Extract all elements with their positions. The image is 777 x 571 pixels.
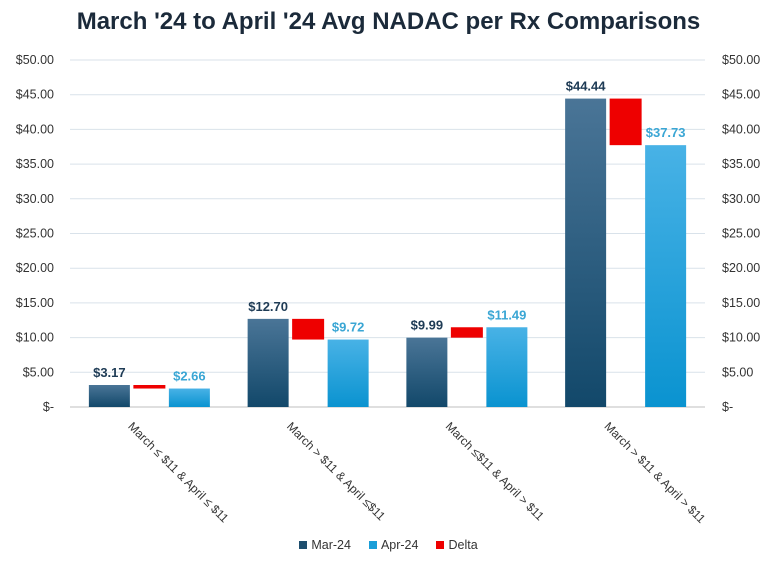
y-tick-label-right: $15.00 — [722, 296, 760, 310]
legend-label: Delta — [448, 538, 478, 552]
y-tick-label-left: $5.00 — [23, 365, 54, 379]
y-tick-label-left: $10.00 — [16, 331, 54, 345]
bar-apr-24 — [486, 327, 528, 407]
y-tick-label-right: $- — [722, 400, 733, 414]
bar-apr-24 — [327, 339, 369, 407]
y-tick-label-left: $50.00 — [16, 53, 54, 67]
x-tick-label: March ≤$11 & April > $11 — [443, 419, 547, 523]
bar-delta — [133, 385, 166, 389]
data-label-mar-24: $3.17 — [93, 365, 126, 380]
bar-delta — [609, 98, 642, 146]
y-tick-label-right: $10.00 — [722, 331, 760, 345]
legend-swatch — [299, 541, 308, 549]
y-tick-label-right: $30.00 — [722, 192, 760, 206]
x-tick-label: March > $11 & April > $11 — [602, 419, 709, 526]
data-label-mar-24: $12.70 — [248, 299, 288, 314]
chart-title: March '24 to April '24 Avg NADAC per Rx … — [76, 8, 701, 35]
legend-label: Mar-24 — [311, 538, 351, 552]
y-tick-label-right: $25.00 — [722, 227, 760, 241]
y-tick-label-right: $40.00 — [722, 122, 760, 136]
y-tick-label-left: $- — [43, 400, 54, 414]
legend-item-apr-24: Apr-24 — [368, 538, 419, 552]
data-label-mar-24: $44.44 — [566, 79, 607, 94]
data-label-mar-24: $9.99 — [411, 318, 444, 333]
data-label-apr-24: $11.49 — [487, 307, 526, 322]
data-label-apr-24: $2.66 — [173, 369, 206, 384]
bar-mar-24 — [88, 385, 130, 407]
bar-delta — [450, 327, 483, 338]
data-label-apr-24: $37.73 — [646, 125, 686, 140]
y-tick-label-left: $15.00 — [16, 296, 54, 310]
bar-mar-24 — [247, 318, 289, 407]
y-tick-label-left: $40.00 — [16, 122, 54, 136]
bar-delta — [292, 318, 325, 340]
y-tick-label-left: $30.00 — [16, 192, 54, 206]
bar-apr-24 — [645, 145, 687, 407]
y-tick-label-right: $20.00 — [722, 261, 760, 275]
y-tick-label-right: $35.00 — [722, 157, 760, 171]
bar-apr-24 — [168, 388, 210, 407]
legend-item-delta: Delta — [436, 538, 478, 552]
y-tick-label-right: $50.00 — [722, 53, 760, 67]
x-tick-label: March ≤ $11 & April ≤ $11 — [125, 419, 231, 525]
bar-mar-24 — [406, 337, 448, 407]
y-tick-label-right: $5.00 — [722, 365, 753, 379]
bar-mar-24 — [565, 98, 607, 408]
legend-swatch — [436, 541, 445, 549]
y-tick-label-right: $45.00 — [722, 88, 760, 102]
y-tick-label-left: $35.00 — [16, 157, 54, 171]
y-tick-label-left: $25.00 — [16, 227, 54, 241]
legend-label: Apr-24 — [380, 538, 419, 552]
y-tick-label-left: $20.00 — [16, 261, 54, 275]
y-tick-label-left: $45.00 — [16, 88, 54, 102]
legend: Mar-24 Apr-24 Delta — [0, 538, 777, 552]
legend-swatch — [368, 541, 377, 549]
data-label-apr-24: $9.72 — [332, 320, 365, 335]
legend-item-mar-24: Mar-24 — [299, 538, 351, 552]
x-tick-label: March > $11 & April ≤$11 — [284, 419, 388, 523]
